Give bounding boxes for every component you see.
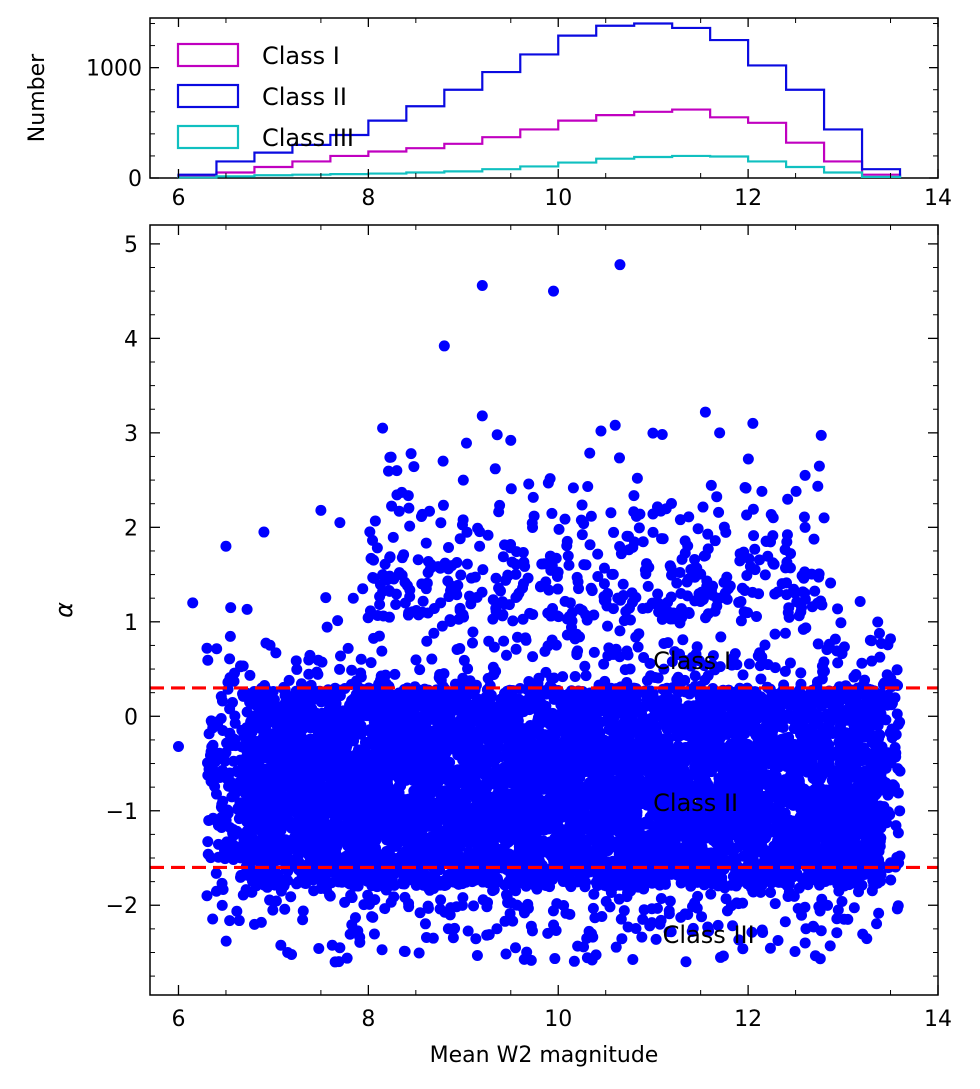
- x-tick-label: 14: [924, 186, 952, 211]
- scatter-point: [463, 846, 475, 858]
- scatter-point: [565, 802, 577, 814]
- scatter-point: [458, 798, 470, 810]
- scatter-point: [525, 797, 537, 809]
- y-tick-label: 1000: [86, 57, 142, 82]
- histogram-legend: Class I Class II Class III: [176, 42, 354, 152]
- scatter-point: [501, 763, 513, 775]
- legend-swatch: [176, 42, 240, 68]
- scatter-point: [640, 857, 652, 869]
- scatter-point: [370, 834, 382, 846]
- scatter-point: [508, 719, 520, 731]
- scatter-point: [652, 850, 664, 862]
- histogram-ticks: 6 8 10 12 14 0 1000: [86, 18, 952, 211]
- scatter-point: [360, 686, 372, 698]
- scatter-point: [841, 827, 853, 839]
- scatter-point: [500, 717, 512, 729]
- scatter-point: [300, 877, 312, 889]
- scatter-point: [790, 722, 802, 734]
- x-tick-label: 8: [361, 186, 375, 211]
- legend-label: Class I: [262, 42, 340, 70]
- x-tick-label: 10: [544, 186, 572, 211]
- histogram-y-axis-label: Number: [25, 53, 50, 142]
- histogram-series-3: [177, 154, 902, 179]
- x-tick-label: 12: [734, 186, 762, 211]
- y-tick-label: 0: [128, 167, 142, 192]
- scatter-point: [799, 713, 811, 725]
- histogram-series-1: [177, 108, 902, 178]
- histogram-frame: [149, 17, 939, 179]
- x-tick-label: 6: [171, 186, 185, 211]
- legend-label: Class III: [262, 124, 354, 152]
- legend-swatch: [176, 83, 240, 109]
- histogram-series-2: [177, 22, 902, 178]
- scatter-point: [290, 878, 302, 890]
- scatter-point: [343, 877, 355, 889]
- legend-label: Class II: [262, 83, 347, 111]
- scatter-point: [523, 704, 535, 716]
- scatter-point: [561, 732, 573, 744]
- legend-swatch: [176, 124, 240, 150]
- scatter-point: [712, 844, 724, 856]
- histogram-steps: [177, 22, 902, 179]
- scatter-points: [172, 259, 906, 968]
- scatter-point: [824, 874, 836, 886]
- scatter-point: [586, 743, 598, 755]
- scatter-point: [280, 694, 292, 706]
- scatter-point: [735, 684, 747, 696]
